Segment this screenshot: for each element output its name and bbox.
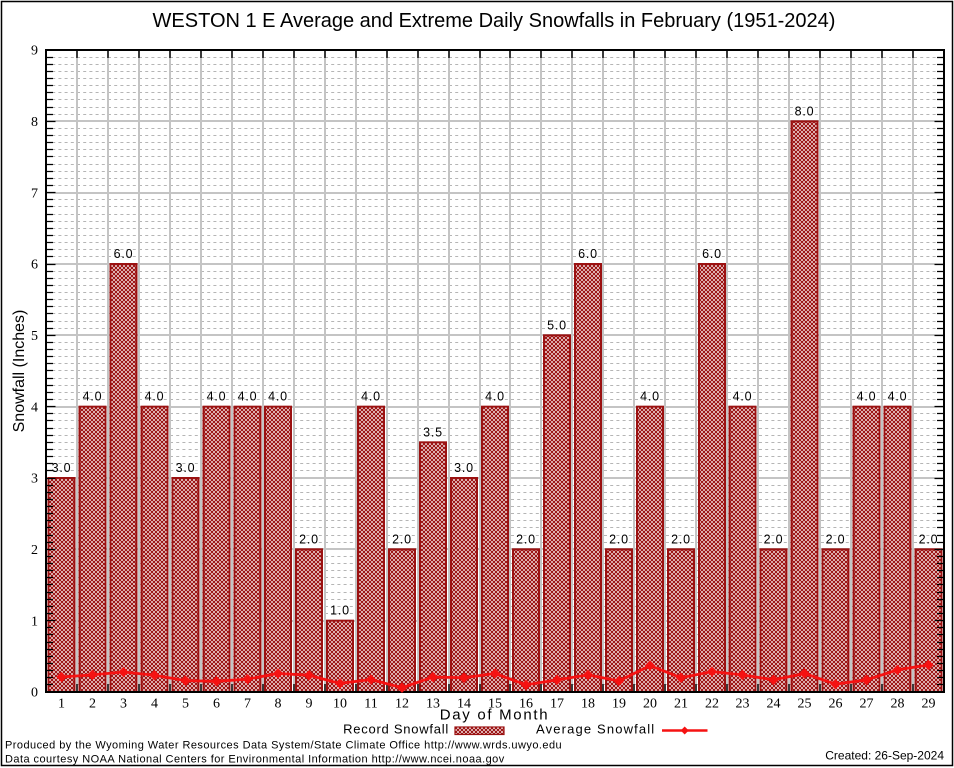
svg-text:27: 27	[860, 697, 874, 712]
svg-text:12: 12	[395, 697, 409, 712]
svg-text:4.0: 4.0	[207, 390, 227, 404]
svg-text:15: 15	[488, 697, 502, 712]
svg-text:2.0: 2.0	[609, 532, 629, 546]
svg-text:2.0: 2.0	[392, 532, 412, 546]
svg-text:2.0: 2.0	[516, 532, 536, 546]
svg-text:23: 23	[736, 697, 750, 712]
svg-text:4.0: 4.0	[361, 390, 381, 404]
svg-text:Snowfall (Inches): Snowfall (Inches)	[11, 310, 28, 433]
svg-text:4.0: 4.0	[640, 390, 660, 404]
svg-text:3.5: 3.5	[423, 425, 443, 439]
svg-text:3.0: 3.0	[454, 461, 474, 475]
svg-text:4.0: 4.0	[145, 390, 165, 404]
svg-text:2: 2	[89, 697, 96, 712]
svg-text:4.0: 4.0	[857, 390, 877, 404]
svg-text:6.0: 6.0	[702, 247, 722, 261]
svg-text:0: 0	[31, 686, 38, 701]
svg-text:24: 24	[767, 697, 781, 712]
svg-text:25: 25	[798, 697, 812, 712]
svg-text:Produced by the Wyoming Water: Produced by the Wyoming Water Resources …	[5, 740, 562, 752]
svg-text:6: 6	[213, 697, 220, 712]
svg-text:2.0: 2.0	[671, 532, 691, 546]
svg-text:5.0: 5.0	[547, 318, 567, 332]
svg-text:3: 3	[31, 472, 38, 487]
svg-text:10: 10	[333, 697, 347, 712]
svg-text:5: 5	[31, 329, 38, 344]
svg-text:Average Snowfall: Average Snowfall	[536, 722, 655, 737]
svg-text:17: 17	[550, 697, 564, 712]
svg-text:Data courtesy NOAA National Ce: Data courtesy NOAA National Centers for …	[5, 754, 505, 766]
svg-text:4.0: 4.0	[733, 390, 753, 404]
svg-text:21: 21	[674, 697, 688, 712]
svg-text:1.0: 1.0	[330, 604, 350, 618]
svg-text:8: 8	[275, 697, 282, 712]
svg-text:18: 18	[581, 697, 595, 712]
svg-text:WESTON 1 E Average and Extreme: WESTON 1 E Average and Extreme Daily Sno…	[153, 10, 836, 32]
svg-text:1: 1	[58, 697, 65, 712]
svg-text:Record Snowfall: Record Snowfall	[343, 722, 449, 737]
svg-text:2: 2	[31, 543, 38, 558]
svg-text:7: 7	[31, 186, 38, 201]
svg-text:7: 7	[244, 697, 251, 712]
svg-text:6: 6	[31, 258, 38, 273]
svg-text:2.0: 2.0	[299, 532, 319, 546]
svg-text:9: 9	[306, 697, 313, 712]
svg-text:2.0: 2.0	[826, 532, 846, 546]
svg-text:3: 3	[120, 697, 127, 712]
svg-text:1: 1	[31, 614, 38, 629]
svg-text:2.0: 2.0	[919, 532, 939, 546]
svg-text:20: 20	[643, 697, 657, 712]
svg-text:3.0: 3.0	[176, 461, 196, 475]
svg-text:5: 5	[182, 697, 189, 712]
svg-text:26: 26	[829, 697, 843, 712]
svg-text:4: 4	[151, 697, 158, 712]
svg-text:22: 22	[705, 697, 719, 712]
svg-text:9: 9	[31, 44, 38, 59]
svg-text:8.0: 8.0	[795, 104, 815, 118]
svg-text:3.0: 3.0	[52, 461, 72, 475]
svg-text:8: 8	[31, 115, 38, 130]
svg-text:4.0: 4.0	[888, 390, 908, 404]
svg-text:Created: 26-Sep-2024: Created: 26-Sep-2024	[825, 749, 944, 763]
svg-text:4: 4	[31, 400, 38, 415]
svg-text:19: 19	[612, 697, 626, 712]
svg-text:4.0: 4.0	[238, 390, 258, 404]
svg-text:29: 29	[922, 697, 936, 712]
svg-text:Day of Month: Day of Month	[440, 707, 550, 724]
svg-text:6.0: 6.0	[578, 247, 598, 261]
svg-text:4.0: 4.0	[485, 390, 505, 404]
svg-text:2.0: 2.0	[764, 532, 784, 546]
svg-text:6.0: 6.0	[114, 247, 134, 261]
svg-text:11: 11	[364, 697, 377, 712]
svg-text:4.0: 4.0	[83, 390, 103, 404]
svg-text:4.0: 4.0	[268, 390, 288, 404]
svg-text:28: 28	[891, 697, 905, 712]
svg-text:16: 16	[519, 697, 533, 712]
svg-text:14: 14	[457, 697, 471, 712]
svg-text:13: 13	[426, 697, 440, 712]
